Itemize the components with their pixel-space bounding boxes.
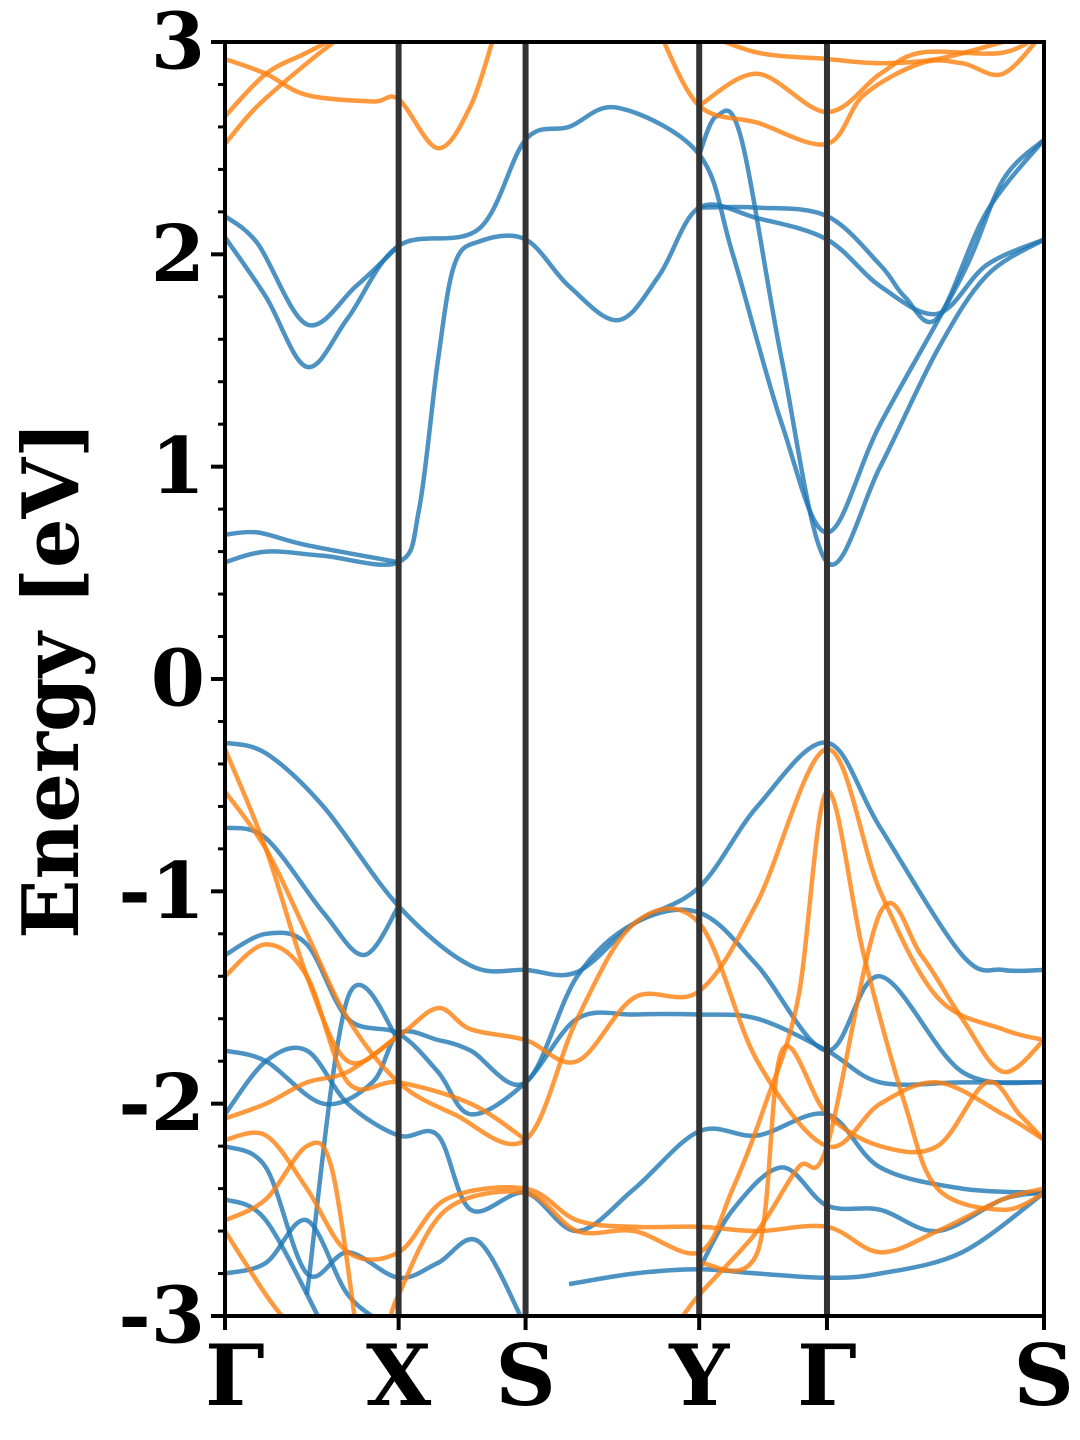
band-line-blue-4: [697, 108, 1044, 567]
x-tick-label-5: S: [1013, 1326, 1074, 1425]
bands-layer: [225, 42, 1044, 1316]
band-line-blue-0: [225, 202, 1044, 567]
band-line-orange-25: [680, 900, 1044, 1316]
band-line-blue-3: [225, 214, 401, 328]
band-line-orange-21: [225, 1130, 1044, 1262]
band-line-blue-15: [568, 1190, 1044, 1287]
y-tick-label-1: -2: [118, 1058, 205, 1149]
band-line-orange-28: [225, 42, 333, 118]
band-line-orange-20: [225, 1033, 400, 1121]
band-line-blue-16: [697, 1165, 1044, 1271]
band-line-orange-18: [225, 790, 1044, 1150]
y-axis-title: Energy [eV]: [6, 421, 97, 939]
y-tick-label-3: 0: [151, 634, 205, 725]
band-line-blue-12: [225, 1197, 321, 1316]
x-tick-label-0: Γ: [205, 1326, 265, 1425]
band-line-blue-9: [225, 907, 1044, 1107]
band-line-blue-14: [304, 982, 401, 1296]
y-tick-label-4: 1: [151, 421, 205, 512]
y-tick-label-5: 2: [151, 209, 205, 300]
x-tick-label-4: Γ: [797, 1326, 857, 1425]
band-line-orange-32: [719, 42, 1013, 66]
band-line-orange-22: [225, 1140, 357, 1316]
band-line-blue-1: [225, 529, 400, 565]
band-line-blue-2: [225, 104, 1044, 535]
band-line-blue-10: [225, 1045, 1044, 1234]
band-line-blue-7: [225, 825, 401, 958]
band-line-orange-26: [698, 1043, 1044, 1274]
x-tick-label-3: Y: [668, 1326, 730, 1425]
x-tick-label-1: X: [366, 1326, 432, 1425]
plot-frame: [223, 40, 1046, 1318]
y-tick-label-2: -1: [118, 846, 205, 937]
band-line-orange-31: [697, 42, 1033, 115]
band-line-orange-30: [661, 42, 1039, 147]
y-tick-label-0: -3: [118, 1271, 205, 1362]
y-axis-ticks: -3 -2 -1 0 1 2 3: [118, 0, 225, 1362]
band-line-orange-24: [388, 789, 1044, 1316]
band-line-orange-23: [225, 1229, 285, 1316]
band-line-orange-19: [225, 942, 527, 1142]
band-line-blue-13: [225, 1217, 377, 1316]
band-line-blue-5: [699, 138, 1044, 325]
y-tick-label-6: 3: [151, 0, 205, 88]
band-line-blue-6: [225, 740, 1044, 978]
band-line-orange-29: [225, 42, 495, 151]
x-tick-label-2: S: [495, 1326, 556, 1425]
high-symmetry-lines: [395, 42, 830, 1316]
